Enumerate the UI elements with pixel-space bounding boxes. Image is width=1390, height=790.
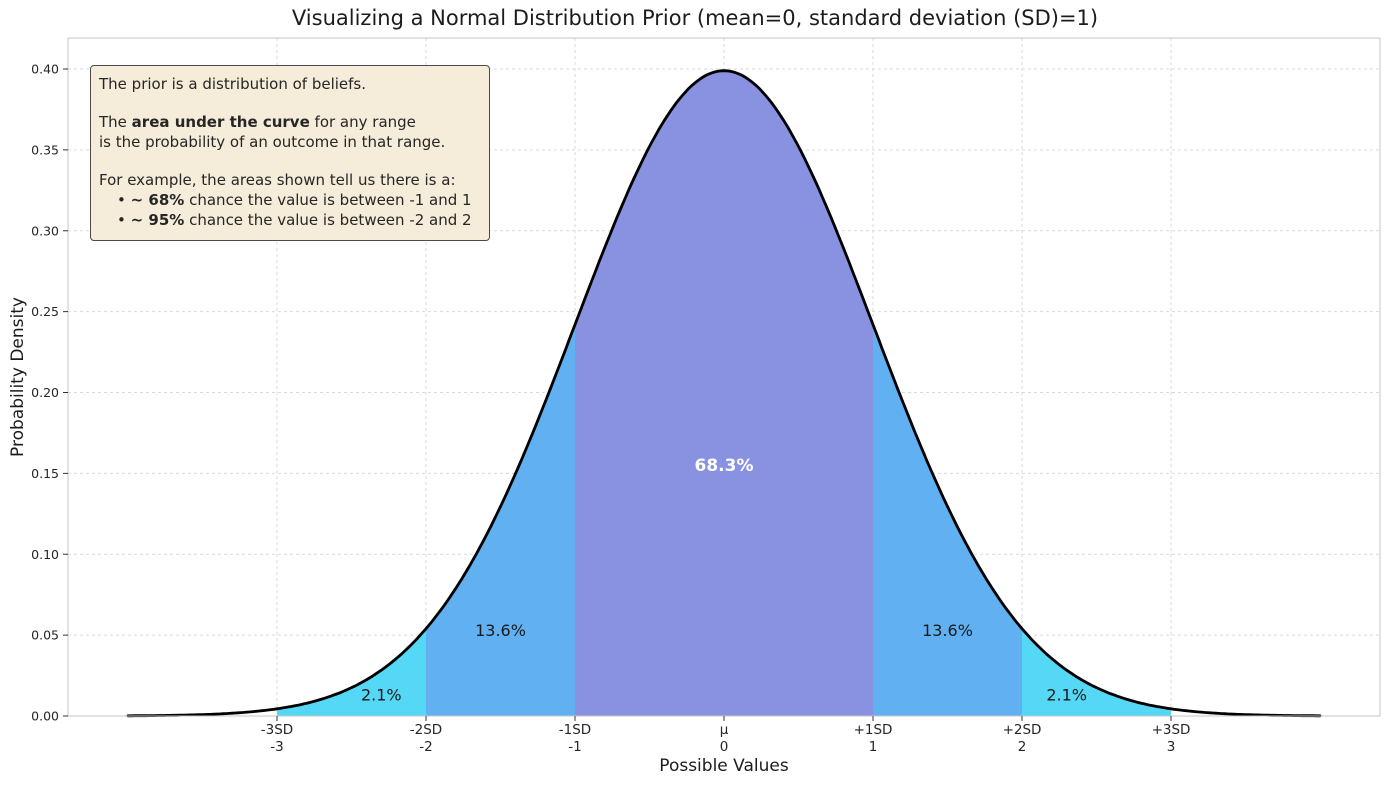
annotation-box: The prior is a distribution of beliefs. …: [90, 65, 490, 241]
annotation-text: chance the value is between -1 and 1: [184, 191, 472, 209]
x-tick-sd-label: μ: [720, 722, 729, 738]
x-tick-value-label: -2: [419, 739, 432, 755]
chart-title: Visualizing a Normal Distribution Prior …: [291, 6, 1099, 30]
y-tick-label: 0.20: [31, 385, 59, 400]
annotation-intro: The prior is a distribution of beliefs.: [99, 75, 366, 93]
x-tick-value-label: 0: [720, 739, 729, 755]
annotation-bold-text: ~ 95%: [130, 211, 185, 229]
y-tick-label: 0.35: [31, 142, 59, 157]
x-tick-value-label: 1: [869, 739, 878, 755]
annotation-text: for any range: [309, 113, 416, 131]
annotation-spacer: [99, 152, 477, 170]
x-tick-value-label: -1: [568, 739, 581, 755]
x-tick-value-label: 3: [1167, 739, 1176, 755]
x-axis-label: Possible Values: [659, 756, 789, 776]
region-label-68.3%: 68.3%: [695, 456, 754, 476]
x-tick-value-label: 2: [1018, 739, 1027, 755]
x-tick-sd-label: -1SD: [559, 722, 591, 738]
region-label-2.1%: 2.1%: [1046, 685, 1087, 704]
y-tick-label: 0.00: [31, 709, 59, 724]
y-axis-label: Probability Density: [8, 297, 28, 457]
annotation-text: The: [99, 113, 132, 131]
y-tick-label: 0.40: [31, 62, 59, 77]
region-label-13.6%: 13.6%: [475, 621, 526, 640]
annotation-bold-text: ~ 68%: [130, 191, 185, 209]
y-tick-label: 0.15: [31, 466, 59, 481]
bullet-icon: •: [117, 191, 126, 209]
annotation-bullet-95: • ~ 95% chance the value is between -2 a…: [99, 210, 477, 230]
x-tick-sd-label: -2SD: [410, 722, 442, 738]
x-tick-sd-label: +2SD: [1003, 722, 1042, 738]
x-tick-sd-label: +1SD: [854, 722, 893, 738]
annotation-area-line: The area under the curve for any range: [99, 112, 477, 132]
x-tick-value-label: -3: [270, 739, 283, 755]
region-label-2.1%: 2.1%: [361, 685, 402, 704]
annotation-spacer: [99, 94, 477, 112]
x-tick-sd-label: +3SD: [1152, 722, 1191, 738]
annotation-area-line2: is the probability of an outcome in that…: [99, 133, 446, 151]
bullet-icon: •: [117, 211, 126, 229]
annotation-text: chance the value is between -2 and 2: [184, 211, 472, 229]
annotation-bold-text: area under the curve: [131, 113, 310, 131]
normal-curve: [126, 69, 1322, 718]
y-tick-label: 0.30: [31, 223, 59, 238]
annotation-example-line: For example, the areas shown tell us the…: [99, 171, 456, 189]
y-tick-label: 0.25: [31, 304, 59, 319]
region-label-13.6%: 13.6%: [922, 621, 973, 640]
y-tick-label: 0.10: [31, 547, 59, 562]
y-tick-label: 0.05: [31, 628, 59, 643]
shaded-region-68.3%: [575, 70, 873, 716]
shaded-region-2.1%: [1022, 628, 1171, 716]
annotation-bullet-68: • ~ 68% chance the value is between -1 a…: [99, 190, 477, 210]
shaded-region-2.1%: [277, 628, 426, 716]
x-tick-sd-label: -3SD: [261, 722, 293, 738]
